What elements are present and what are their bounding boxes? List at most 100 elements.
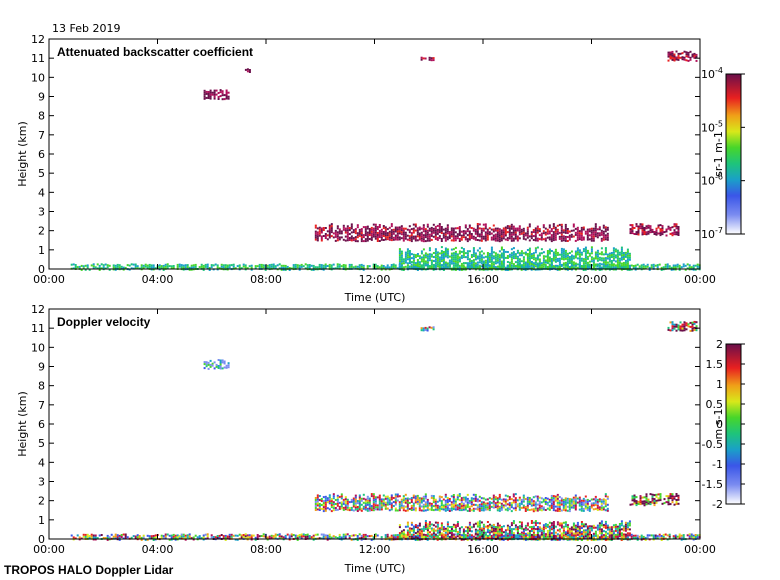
data-pixel bbox=[356, 535, 359, 537]
data-pixel bbox=[282, 266, 285, 269]
data-pixel bbox=[288, 536, 291, 539]
data-pixel bbox=[484, 533, 487, 536]
data-pixel bbox=[476, 235, 479, 237]
data-pixel bbox=[486, 234, 489, 237]
data-pixel bbox=[400, 256, 403, 259]
data-pixel bbox=[496, 536, 499, 539]
data-pixel bbox=[320, 500, 323, 502]
data-pixel bbox=[562, 500, 565, 503]
data-pixel bbox=[554, 236, 557, 239]
data-pixel bbox=[418, 232, 421, 235]
data-pixel bbox=[544, 237, 547, 240]
data-pixel bbox=[316, 227, 319, 230]
data-pixel bbox=[446, 535, 449, 538]
data-pixel bbox=[368, 501, 371, 504]
data-pixel bbox=[643, 502, 646, 505]
data-pixel bbox=[224, 266, 227, 269]
data-pixel bbox=[542, 265, 545, 268]
data-pixel bbox=[502, 538, 505, 541]
data-pixel bbox=[406, 248, 409, 251]
data-pixel bbox=[562, 529, 565, 532]
data-pixel bbox=[488, 264, 491, 267]
data-pixel bbox=[522, 227, 525, 230]
data-pixel bbox=[580, 499, 583, 502]
data-pixel bbox=[566, 232, 569, 234]
data-pixel bbox=[338, 505, 341, 508]
data-pixel bbox=[388, 236, 391, 239]
data-pixel bbox=[508, 498, 511, 501]
data-pixel bbox=[604, 495, 607, 498]
data-pixel bbox=[488, 525, 491, 528]
data-pixel bbox=[594, 501, 597, 504]
data-pixel bbox=[412, 223, 415, 226]
data-pixel bbox=[430, 535, 433, 538]
data-pixel bbox=[344, 535, 347, 538]
data-pixel bbox=[444, 509, 447, 512]
data-pixel bbox=[430, 259, 433, 262]
data-pixel bbox=[518, 266, 521, 269]
data-pixel bbox=[474, 256, 477, 259]
data-pixel bbox=[626, 254, 629, 257]
data-pixel bbox=[480, 256, 483, 259]
data-pixel bbox=[572, 229, 575, 232]
data-pixel bbox=[394, 509, 397, 512]
data-pixel bbox=[350, 225, 353, 228]
data-pixel bbox=[322, 508, 325, 511]
data-pixel bbox=[400, 233, 403, 236]
data-pixel bbox=[400, 500, 403, 503]
data-pixel bbox=[500, 498, 503, 501]
data-pixel bbox=[420, 58, 423, 61]
data-pixel bbox=[652, 263, 655, 266]
data-pixel bbox=[610, 254, 613, 256]
data-pixel bbox=[346, 504, 349, 507]
data-pixel bbox=[414, 239, 417, 242]
data-pixel bbox=[402, 266, 405, 269]
data-pixel bbox=[136, 534, 139, 537]
data-pixel bbox=[318, 232, 321, 235]
data-pixel bbox=[560, 223, 563, 226]
data-pixel bbox=[558, 502, 561, 504]
data-pixel bbox=[534, 257, 537, 260]
data-pixel bbox=[394, 266, 397, 269]
data-pixel bbox=[242, 265, 245, 268]
data-pixel bbox=[492, 533, 495, 536]
data-pixel bbox=[402, 533, 405, 536]
data-pixel bbox=[234, 267, 237, 270]
data-pixel bbox=[656, 537, 659, 540]
data-pixel bbox=[356, 502, 359, 504]
data-pixel bbox=[298, 536, 301, 538]
data-pixel bbox=[398, 507, 401, 510]
data-pixel bbox=[406, 523, 409, 526]
data-pixel bbox=[472, 535, 475, 538]
data-pixel bbox=[209, 93, 212, 96]
data-pixel bbox=[643, 496, 646, 499]
data-pixel bbox=[225, 97, 228, 100]
data-pixel bbox=[444, 239, 447, 242]
data-pixel bbox=[212, 264, 215, 267]
data-pixel bbox=[384, 536, 387, 539]
data-pixel bbox=[376, 506, 379, 509]
data-pixel bbox=[592, 257, 595, 260]
data-pixel bbox=[324, 235, 327, 237]
data-pixel bbox=[520, 230, 523, 233]
data-pixel bbox=[574, 500, 577, 503]
data-pixel bbox=[452, 233, 455, 236]
data-pixel bbox=[284, 264, 287, 267]
data-pixel bbox=[572, 225, 575, 228]
data-pixel bbox=[482, 501, 485, 504]
data-pixel bbox=[414, 524, 417, 527]
data-pixel bbox=[480, 250, 483, 253]
data-pixel bbox=[438, 531, 441, 534]
data-pixel bbox=[388, 266, 391, 269]
data-pixel bbox=[428, 531, 431, 534]
data-pixel bbox=[210, 264, 213, 267]
data-pixel bbox=[152, 539, 155, 541]
data-pixel bbox=[544, 227, 547, 230]
data-pixel bbox=[629, 232, 632, 235]
data-pixel bbox=[400, 532, 403, 535]
data-pixel bbox=[546, 535, 549, 538]
data-pixel bbox=[653, 233, 656, 235]
data-pixel bbox=[548, 250, 551, 253]
data-pixel bbox=[534, 227, 537, 230]
data-pixel bbox=[554, 258, 557, 261]
